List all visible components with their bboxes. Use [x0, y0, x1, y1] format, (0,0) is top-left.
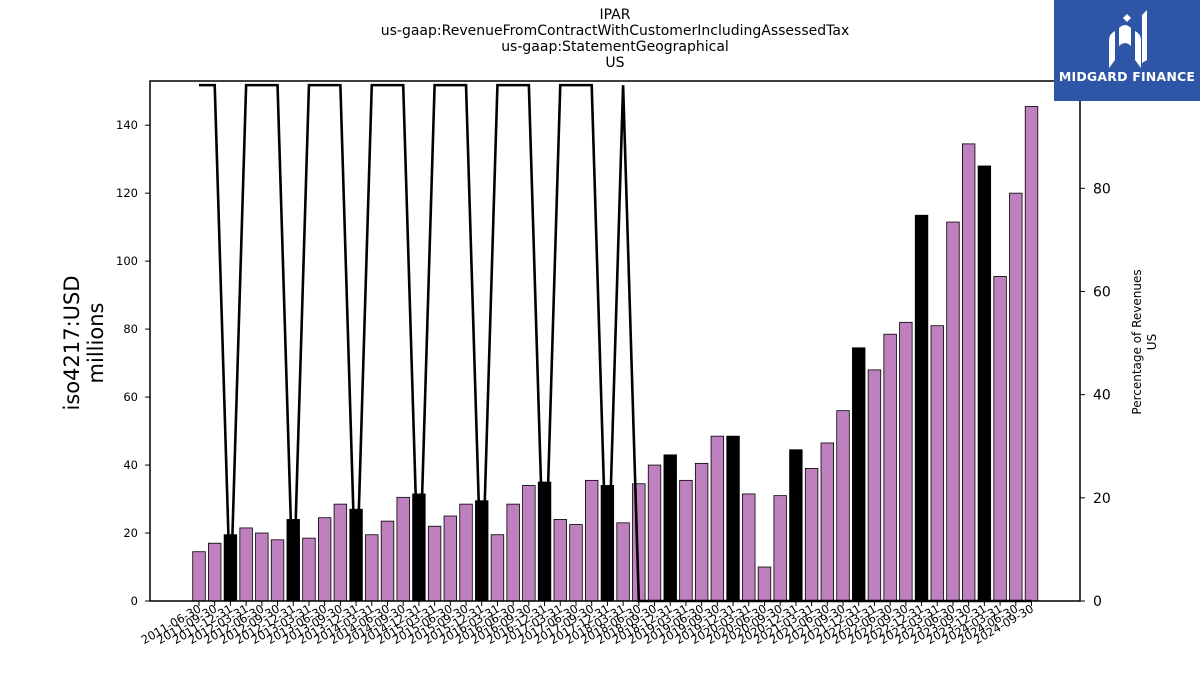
chart-title-line-3: us-gaap:StatementGeographical — [501, 39, 729, 55]
bar — [302, 537, 316, 602]
bar — [899, 321, 913, 602]
bar — [946, 221, 960, 602]
bar — [820, 442, 834, 602]
bar — [208, 542, 222, 602]
y2-tick-label: 40 — [1093, 388, 1111, 404]
bar — [789, 449, 803, 602]
logo-text: MIDGARD FINANCE — [1058, 69, 1196, 84]
bar — [506, 503, 520, 602]
bar — [836, 410, 850, 602]
y-tick-label: 40 — [123, 458, 138, 472]
bar — [255, 532, 269, 602]
bar — [1009, 192, 1023, 602]
y-tick-label: 140 — [116, 118, 138, 132]
bar-series — [192, 106, 1039, 602]
bar — [270, 539, 285, 602]
bar — [883, 333, 897, 602]
midgard-finance-logo: MIDGARD FINANCE — [1054, 0, 1200, 101]
bar — [396, 496, 410, 602]
bar — [333, 503, 348, 602]
y2-tick-label: 20 — [1093, 491, 1111, 507]
bar — [694, 462, 709, 602]
bar — [710, 435, 725, 602]
bar — [553, 519, 567, 602]
bar — [490, 534, 505, 602]
y2-tick-label: 0 — [1093, 594, 1102, 610]
bar — [679, 479, 693, 602]
y2-axis-label: Percentage of RevenuesUS — [1130, 269, 1159, 414]
bar — [773, 495, 787, 602]
bar — [192, 551, 206, 602]
y2-tick-label: 80 — [1093, 181, 1111, 197]
plot-frame — [149, 80, 1081, 602]
bar — [852, 347, 866, 602]
bar — [961, 143, 976, 602]
bar — [867, 369, 882, 602]
bar — [742, 493, 756, 602]
chart-title-line-4: US — [605, 55, 625, 71]
bar — [930, 325, 944, 602]
y-axis-ticks: 0 20 40 60 80 100 120 140 — [116, 118, 150, 608]
bar — [726, 435, 740, 602]
y-tick-label: 60 — [123, 390, 138, 404]
y2-tick-label: 60 — [1093, 284, 1111, 300]
bar — [616, 522, 630, 602]
y-tick-label: 100 — [116, 254, 138, 268]
bar — [522, 485, 536, 602]
bar — [757, 566, 772, 602]
bar — [663, 454, 677, 602]
bar — [569, 524, 583, 602]
x-axis-ticks: 2011-06-302011-09-302011-12-312012-03-31… — [139, 601, 1036, 647]
bar — [239, 527, 253, 602]
bar — [365, 534, 379, 602]
y-tick-label: 120 — [116, 186, 138, 200]
midgard-logo-icon — [1109, 10, 1147, 68]
bar — [647, 464, 662, 602]
bar — [459, 503, 473, 602]
bar — [1024, 106, 1039, 602]
bar — [443, 515, 458, 602]
axis-labels: iso4217:USDmillions Percentage of Revenue… — [60, 269, 1159, 414]
bar — [317, 517, 332, 602]
bar — [804, 468, 819, 602]
y-tick-label: 0 — [131, 594, 138, 608]
y-axis-label: iso4217:USDmillions — [60, 275, 108, 410]
bar — [585, 479, 599, 602]
bar — [977, 165, 992, 602]
chart-title-line-2: us-gaap:RevenueFromContractWithCustomerI… — [380, 23, 850, 39]
bar — [993, 276, 1007, 602]
bar — [380, 520, 395, 602]
bar — [914, 214, 929, 602]
axes — [149, 80, 1081, 602]
y-tick-label: 80 — [123, 322, 138, 336]
y-tick-label: 20 — [123, 526, 138, 540]
chart-title-line-1: IPAR — [599, 7, 631, 23]
bar — [427, 525, 442, 602]
